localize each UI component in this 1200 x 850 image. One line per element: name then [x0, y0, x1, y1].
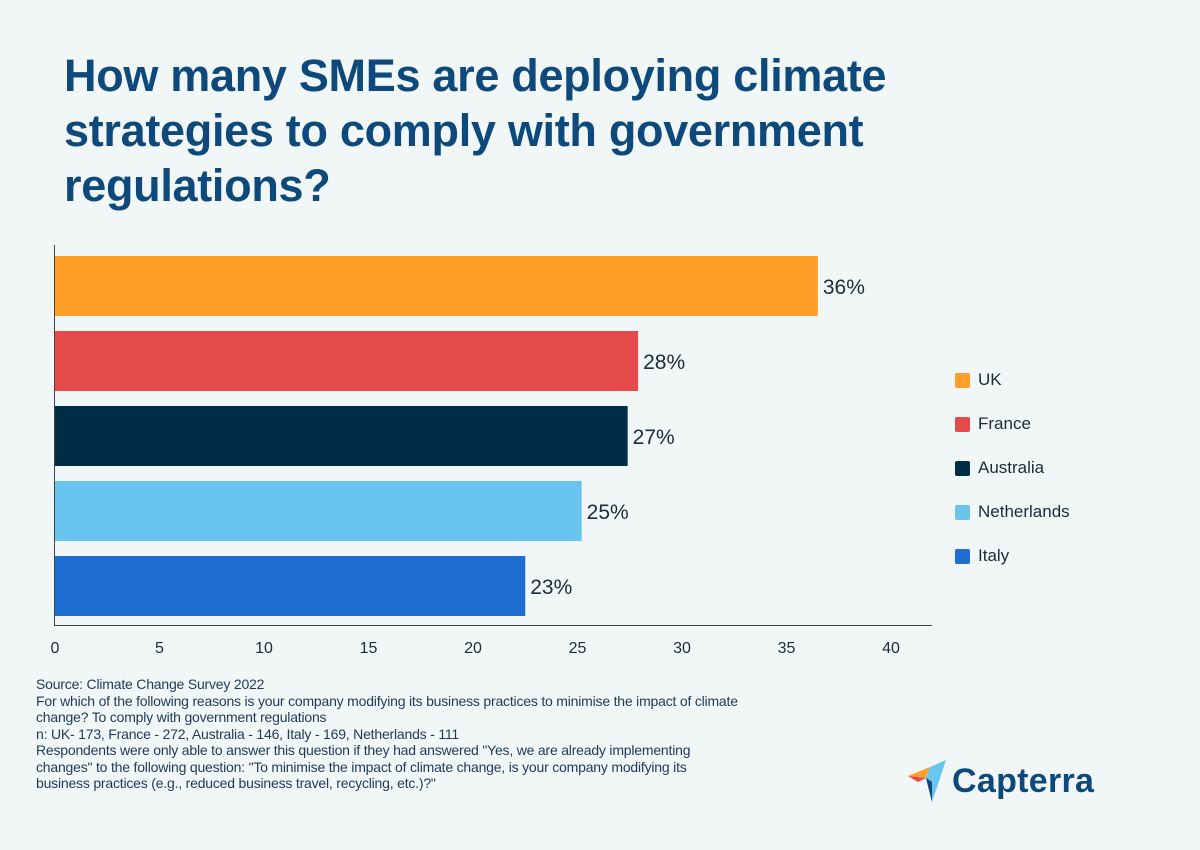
data-label: 36%	[823, 276, 865, 299]
x-tick-label: 30	[673, 640, 691, 657]
bar-netherlands	[55, 481, 582, 541]
logo-text: Capterra	[952, 761, 1095, 800]
legend-item: Netherlands	[955, 490, 1070, 534]
x-tick-label: 15	[360, 640, 378, 657]
title-line: How many SMEs are deploying climate	[64, 50, 887, 101]
x-tick-label: 0	[51, 640, 60, 657]
bar-france	[55, 331, 639, 391]
footer-line: For which of the following reasons is yo…	[36, 692, 738, 709]
bar-australia	[55, 406, 628, 466]
legend-label: Italy	[978, 546, 1010, 565]
legend-item: Italy	[955, 534, 1070, 578]
capterra-logo: Capterra	[908, 760, 1094, 802]
data-label: 23%	[530, 576, 572, 599]
x-tick-label: 35	[778, 640, 796, 657]
x-tick-label: 25	[569, 640, 587, 657]
legend-label: Netherlands	[978, 502, 1070, 521]
legend-label: France	[978, 414, 1031, 433]
chart-title: How many SMEs are deploying climate stra…	[64, 48, 887, 213]
bar-uk	[55, 256, 818, 316]
footer-line: changes" to the following question: "To …	[36, 758, 687, 775]
legend-label: Australia	[978, 458, 1045, 477]
legend-swatch	[955, 372, 970, 388]
legend-swatch	[955, 416, 970, 432]
legend-swatch	[955, 504, 970, 520]
bar-italy	[55, 556, 526, 616]
legend-swatch	[955, 548, 970, 564]
data-label: 28%	[643, 351, 685, 374]
footer-line: Respondents were only able to answer thi…	[36, 742, 691, 758]
footer-line: change? To comply with government regula…	[36, 709, 327, 725]
x-tick-label: 10	[255, 640, 273, 657]
data-label: 25%	[587, 501, 629, 524]
sample-size-line: n: UK- 173, France - 272, Australia - 14…	[36, 725, 459, 742]
x-tick-label: 40	[882, 640, 900, 657]
legend-item: Australia	[955, 446, 1070, 490]
footer-notes: Source: Climate Change Survey 2022 For w…	[36, 676, 738, 792]
legend-item: UK	[955, 358, 1070, 402]
legend-swatch	[955, 460, 970, 476]
title-line: strategies to comply with government	[64, 105, 864, 156]
legend-label: UK	[978, 370, 1002, 389]
legend-item: France	[955, 402, 1070, 446]
x-tick-label: 5	[155, 640, 164, 657]
title-line: regulations?	[64, 160, 331, 211]
source-line: Source: Climate Change Survey 2022	[36, 676, 265, 692]
x-tick-label: 20	[464, 640, 482, 657]
legend: UK France Australia Netherlands Italy	[955, 358, 1070, 578]
data-label: 27%	[633, 426, 675, 449]
capterra-logo-icon	[908, 760, 946, 802]
footer-line: business practices (e.g., reduced busine…	[36, 775, 436, 791]
